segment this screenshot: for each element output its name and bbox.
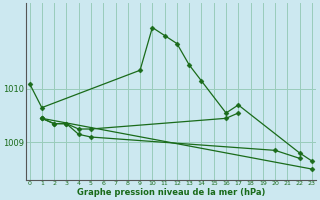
X-axis label: Graphe pression niveau de la mer (hPa): Graphe pression niveau de la mer (hPa)	[76, 188, 265, 197]
